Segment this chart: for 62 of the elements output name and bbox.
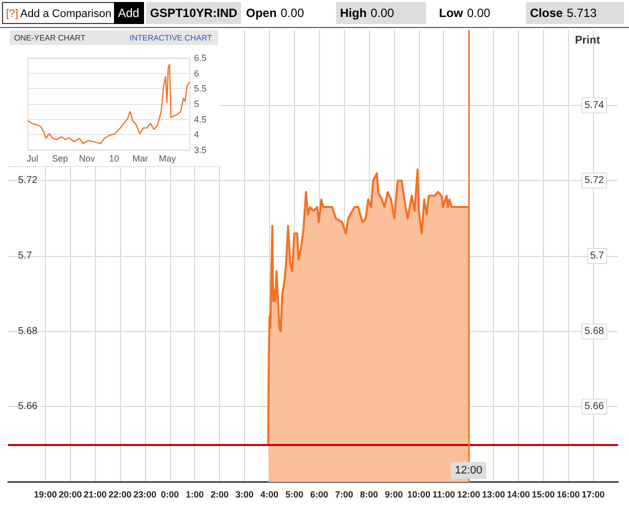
text: [?]: [6, 8, 18, 20]
y-tick-label: 4: [194, 130, 200, 140]
y-tick-label: 4.5: [194, 114, 207, 124]
y2-axis-title: Print: [574, 34, 600, 46]
y2-tick-label: 5.7: [590, 250, 604, 262]
y-tick-label: 5.7: [18, 250, 32, 262]
y2-tick-label: 5.74: [584, 100, 604, 111]
x-tick-label: 10: [109, 154, 120, 164]
line-series: [27, 64, 190, 144]
y-tick-label: 3.5: [194, 145, 207, 155]
x-tick-label: 23:00: [133, 490, 156, 500]
ref-line-label: 12:00: [454, 464, 482, 476]
x-tick-label: Nov: [79, 154, 96, 164]
x-tick-label: 4:00: [260, 490, 278, 500]
y2-tick-label: 5.68: [584, 326, 604, 337]
x-tick-label: 16:00: [556, 490, 580, 500]
y-tick-label: 5: [194, 99, 200, 109]
y-tick-label: 5.68: [18, 326, 38, 337]
x-tick-label: Jul: [26, 154, 38, 164]
text: Add a Comparison: [20, 8, 112, 20]
text: Open: [246, 6, 277, 20]
text: Low: [439, 6, 463, 20]
x-tick-label: 0:00: [160, 490, 179, 500]
chart-title: ONE-YEAR CHART: [14, 34, 86, 42]
x-tick-label: 7:00: [335, 490, 354, 500]
y-tick-label: 6: [194, 68, 200, 78]
y-tick-label: 5.72: [18, 175, 38, 186]
text: High: [340, 6, 367, 20]
text: Close: [530, 6, 563, 20]
x-tick-label: 13:00: [482, 490, 506, 500]
x-tick-label: 15:00: [532, 490, 555, 500]
x-tick-label: 22:00: [108, 490, 132, 500]
x-tick-label: 3:00: [236, 490, 254, 500]
x-tick-label: Mar: [132, 154, 148, 164]
x-tick-label: 17:00: [582, 490, 605, 500]
text: 0.00: [370, 6, 394, 20]
x-tick-label: 5:00: [285, 490, 304, 500]
text: 0.00: [467, 6, 490, 20]
annotation: INTERACTIVE CHART: [129, 34, 212, 42]
x-tick-label: 1:00: [186, 490, 204, 500]
y-tick-label: 6.5: [194, 53, 207, 63]
x-tick-label: 2:00: [210, 490, 229, 500]
x-tick-label: 21:00: [84, 490, 107, 500]
y-tick-label: 5.66: [18, 401, 38, 412]
x-tick-label: 8:00: [360, 490, 378, 500]
x-tick-label: May: [158, 154, 176, 164]
y-tick-label: 5.5: [194, 84, 207, 94]
x-tick-label: 20:00: [58, 490, 82, 500]
x-tick-label: 6:00: [310, 490, 328, 500]
x-tick-label: Sep: [52, 154, 68, 164]
y2-tick-label: 5.72: [584, 175, 604, 186]
x-tick-label: 11:00: [432, 490, 455, 500]
text: GSPT10YR:IND: [150, 6, 238, 20]
x-tick-label: 9:00: [384, 490, 403, 500]
x-tick-label: 10:00: [407, 490, 430, 500]
text: Add: [118, 6, 140, 20]
y2-tick-label: 5.66: [584, 401, 604, 412]
x-tick-label: 14:00: [506, 490, 530, 500]
text: 5.713: [566, 6, 597, 20]
text: 0.00: [280, 6, 304, 20]
x-tick-label: 19:00: [34, 490, 57, 500]
x-tick-label: 12:00: [457, 490, 480, 500]
